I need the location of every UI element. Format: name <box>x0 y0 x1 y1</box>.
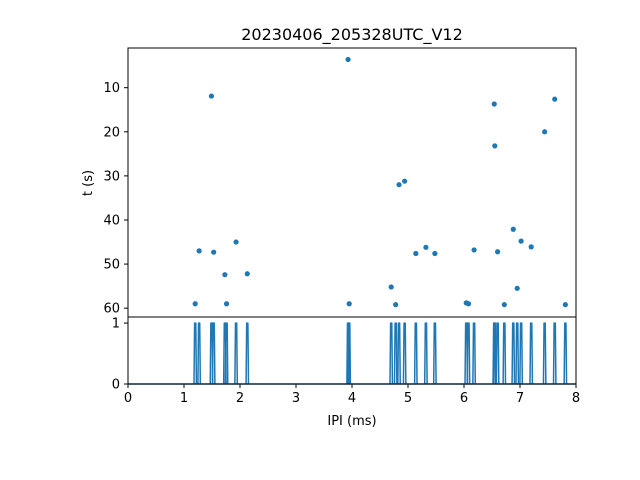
y-tick-label: 20 <box>103 125 120 140</box>
x-tick-label: 0 <box>124 391 132 406</box>
spike <box>492 322 497 385</box>
scatter-points <box>192 56 568 308</box>
chart-title: 20230406_205328UTC_V12 <box>241 25 463 45</box>
scatter-point <box>501 302 507 308</box>
spike <box>393 322 398 385</box>
x-tick-label: 1 <box>180 391 188 406</box>
spike <box>211 322 216 385</box>
spike <box>432 322 437 385</box>
scatter-point <box>233 239 239 245</box>
spike <box>563 322 568 385</box>
spike <box>511 322 516 385</box>
scatter-point <box>552 96 558 102</box>
y-tick-label: 30 <box>103 169 120 184</box>
spike <box>515 322 520 385</box>
scatter-point <box>388 284 394 290</box>
x-tick-label: 7 <box>516 391 524 406</box>
spike <box>529 322 534 385</box>
scatter-point <box>514 285 520 291</box>
bottom-x-axis-label: IPI (ms) <box>327 414 376 429</box>
scatter-point <box>413 250 419 257</box>
scatter-point <box>345 56 351 63</box>
y-tick-label: 40 <box>103 213 120 228</box>
scatter-point <box>492 143 498 149</box>
top-y-axis-label: t (s) <box>81 170 96 196</box>
top-axis-ticks: 10 20 30 40 50 60 <box>103 81 128 317</box>
spike <box>472 322 477 385</box>
scatter-point <box>491 101 497 107</box>
scatter-point <box>528 244 534 250</box>
spike <box>519 322 524 385</box>
scatter-point <box>393 302 399 308</box>
scatter-point <box>542 129 548 135</box>
spike <box>495 322 500 385</box>
scatter-point <box>346 301 352 307</box>
scatter-point <box>196 248 202 254</box>
x-tick-label: 8 <box>572 391 580 406</box>
x-tick-label: 3 <box>292 391 300 406</box>
scatter-point <box>471 247 477 253</box>
scatter-point <box>211 249 217 255</box>
scatter-point <box>562 302 568 308</box>
y-tick-label: 50 <box>103 258 120 273</box>
spike <box>389 322 394 385</box>
spike <box>466 322 471 385</box>
scatter-point <box>518 238 524 244</box>
spike <box>402 322 407 385</box>
scatter-point <box>402 178 408 184</box>
x-tick-label: 6 <box>460 391 468 406</box>
spike <box>245 322 250 385</box>
scatter-point <box>244 271 250 277</box>
y-tick-label: 1 <box>112 317 120 332</box>
scatter-point <box>192 301 198 307</box>
spike <box>423 322 428 385</box>
scatter-point <box>432 250 438 257</box>
x-tick-label: 4 <box>348 391 356 406</box>
scatter-point <box>423 244 429 250</box>
spike <box>542 322 547 385</box>
scatter-point <box>396 182 402 188</box>
bottom-axes-frame <box>127 316 577 385</box>
scatter-point <box>223 301 230 307</box>
y-tick-label: 0 <box>112 378 120 393</box>
spike <box>197 322 202 385</box>
spike <box>347 322 352 385</box>
x-tick-label: 5 <box>404 391 412 406</box>
y-tick-label: 10 <box>103 81 120 96</box>
spike <box>193 322 198 385</box>
scatter-point <box>208 93 215 99</box>
spike <box>552 322 557 385</box>
spike <box>413 322 418 385</box>
y-tick-label: 60 <box>103 302 120 317</box>
scatter-point <box>465 301 472 307</box>
spike <box>502 322 507 385</box>
scatter-point <box>510 226 516 232</box>
spike <box>397 322 401 385</box>
x-tick-label: 2 <box>236 391 244 406</box>
scatter-point <box>222 272 228 278</box>
spike <box>224 322 229 385</box>
spike <box>234 322 239 385</box>
scatter-point <box>495 249 501 255</box>
